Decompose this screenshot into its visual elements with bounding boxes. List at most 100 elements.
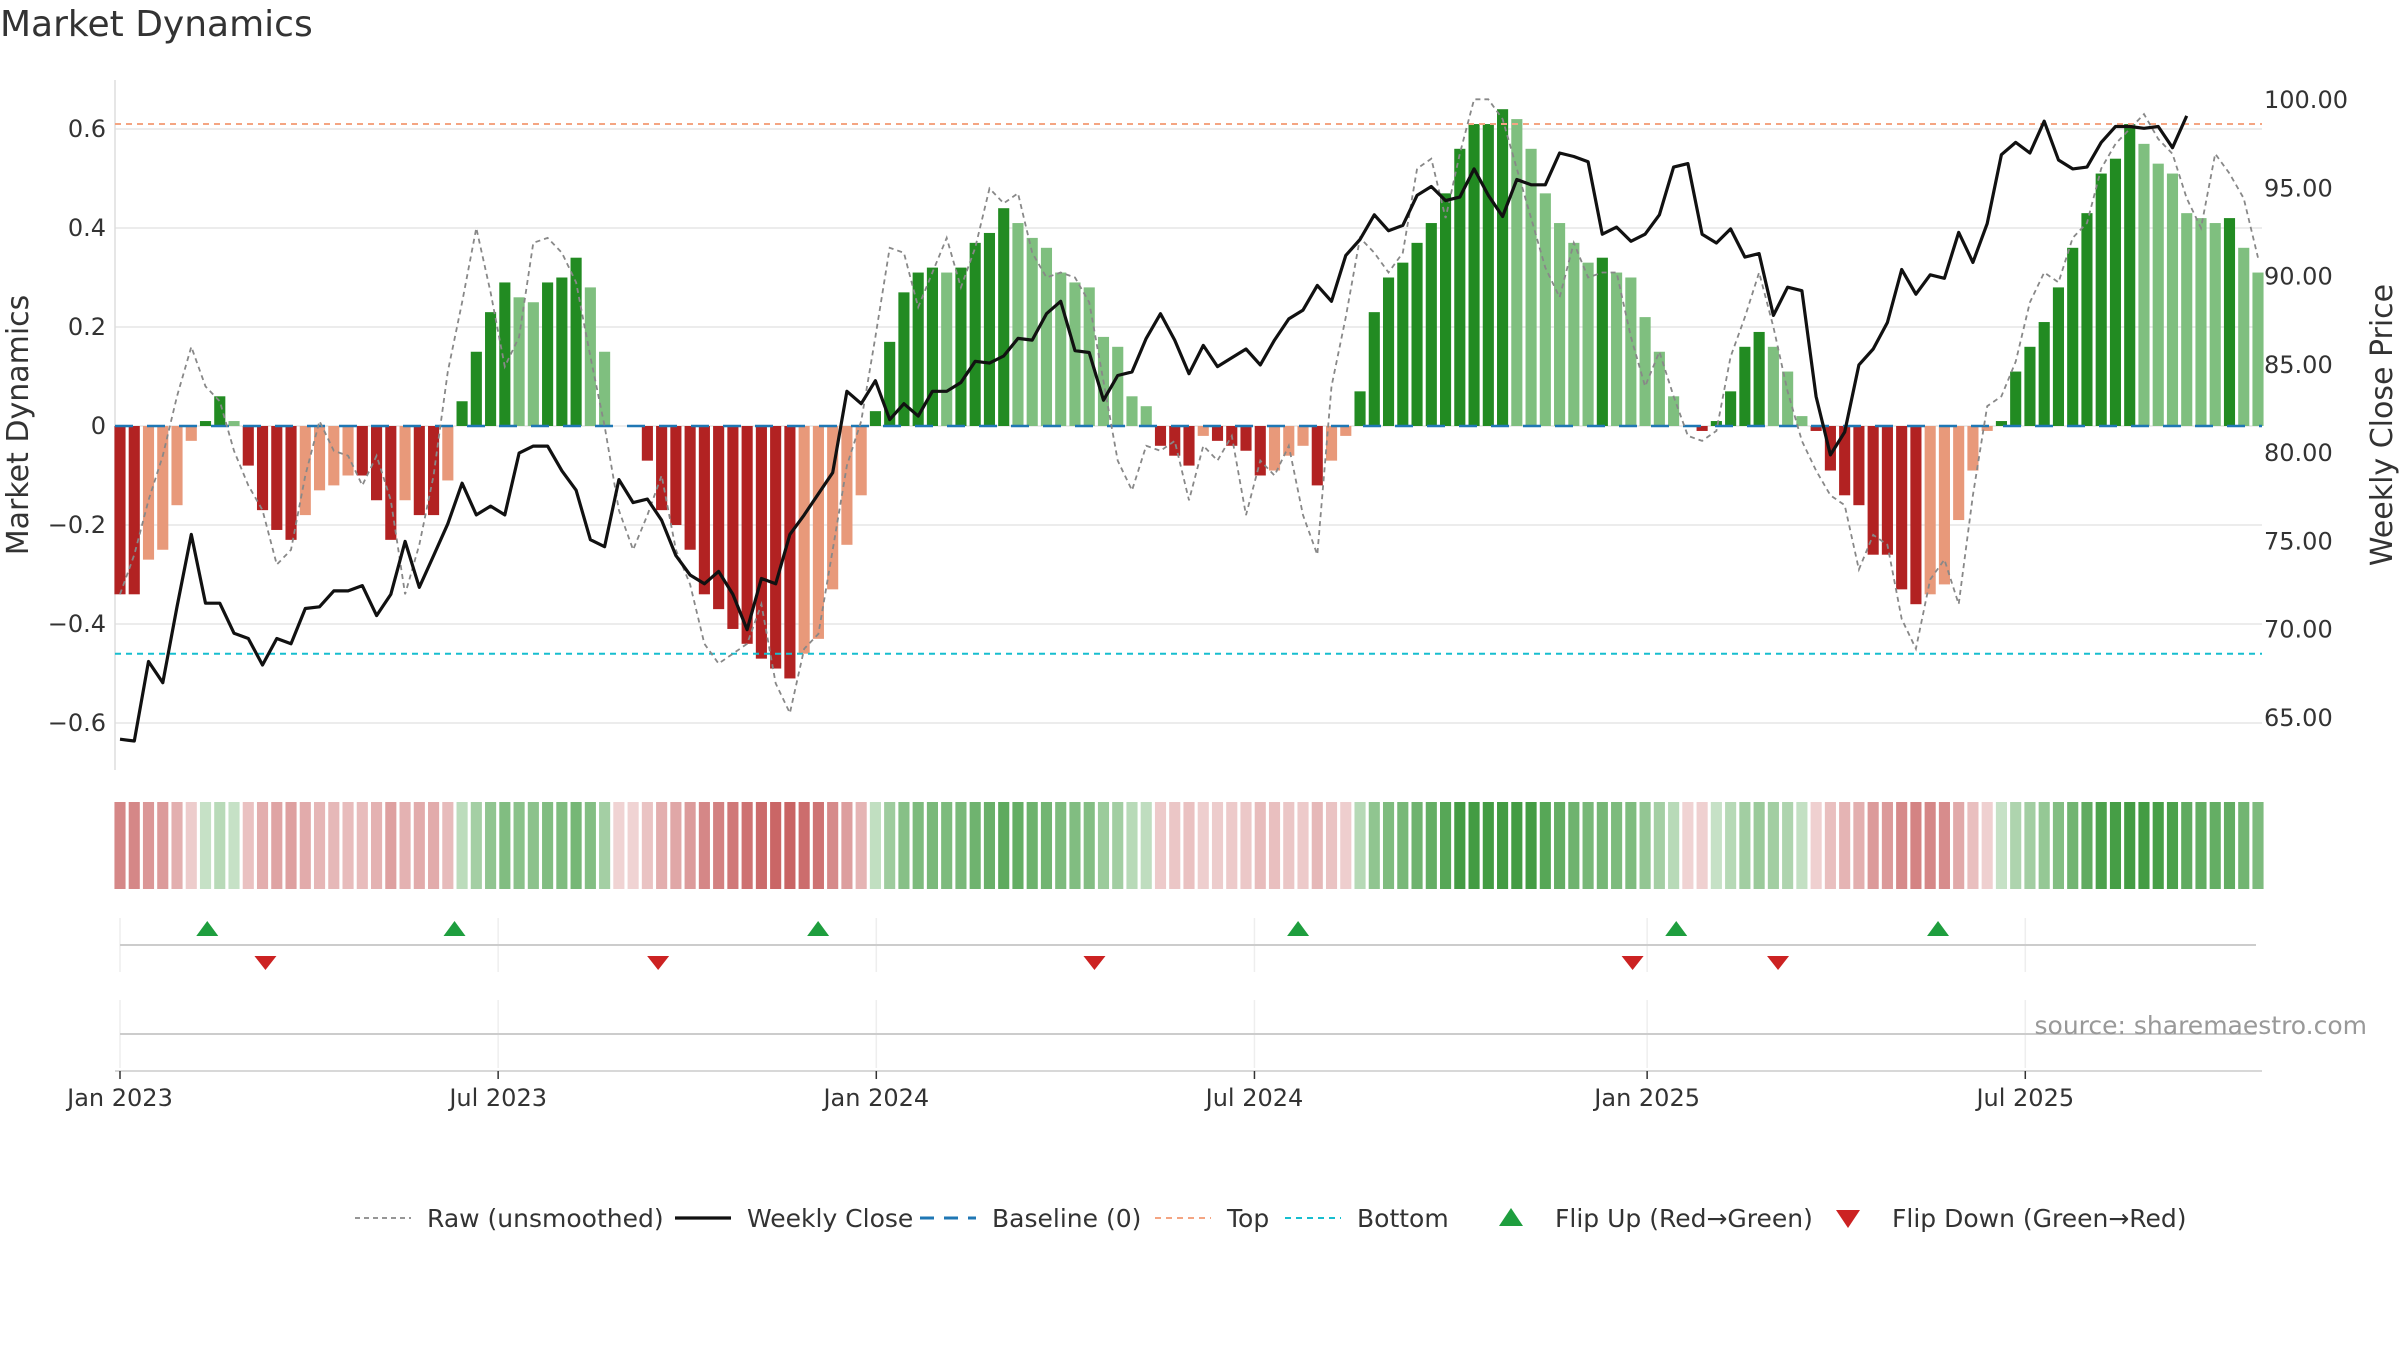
regime-cell <box>1169 802 1181 889</box>
dynamics-bar <box>1040 247 1053 426</box>
dynamics-bar <box>1140 406 1152 426</box>
dynamics-bar <box>199 421 212 426</box>
regime-cell <box>570 802 582 889</box>
regime-cell <box>641 802 653 889</box>
dynamics-bar <box>342 426 354 476</box>
regime-cell <box>1055 802 1067 889</box>
regime-cell <box>1140 802 1152 889</box>
regime-cell <box>385 802 397 889</box>
regime-cell <box>1710 802 1722 889</box>
dynamics-bar <box>1881 426 1893 555</box>
dynamics-bar <box>356 426 368 476</box>
regime-cell <box>1953 802 1965 889</box>
regime-cell <box>1069 802 1081 889</box>
regime-cell <box>1938 802 1950 889</box>
dynamics-bar <box>2052 287 2065 426</box>
dynamics-bar <box>1497 109 1509 426</box>
regime-cell <box>1026 802 1038 889</box>
flip-up-marker <box>1287 921 1310 936</box>
regime-cell <box>171 802 183 889</box>
x-tick-label: Jul 2023 <box>447 1084 547 1112</box>
regime-cell <box>1254 802 1266 889</box>
regime-cell <box>741 802 753 889</box>
dynamics-bar <box>926 267 938 426</box>
legend-swatch <box>1836 1210 1860 1228</box>
dynamics-bar <box>941 272 953 426</box>
dynamics-bar <box>1981 426 1993 431</box>
regime-cell <box>228 802 240 889</box>
dynamics-bar <box>1696 426 1708 431</box>
left-axis: 0.6 0.4 0.2 0 −0.2 −0.4 −0.6 <box>48 115 106 737</box>
regime-cell <box>1183 802 1195 889</box>
dynamics-bar <box>513 297 525 426</box>
dynamics-bar <box>599 351 611 426</box>
regime-cell <box>256 802 269 889</box>
flip-down-marker <box>1621 956 1644 970</box>
legend-label: Baseline (0) <box>992 1204 1141 1233</box>
regime-cell <box>1325 802 1338 889</box>
dynamics-bar <box>855 426 867 496</box>
regime-cell <box>2181 802 2193 889</box>
regime-cell <box>1368 802 1380 889</box>
regime-cell <box>1283 802 1295 889</box>
regime-cell <box>1653 802 1665 889</box>
regime-cell <box>456 802 468 889</box>
dynamics-bar <box>1069 282 1081 426</box>
dynamics-bar <box>570 257 582 426</box>
regime-cell <box>485 802 497 889</box>
dynamics-bar <box>185 426 197 441</box>
dynamics-bar <box>770 426 782 669</box>
dynamics-bar <box>1668 396 1680 426</box>
dynamics-bar <box>1995 421 2007 426</box>
left-tick-label: −0.6 <box>48 709 106 737</box>
regime-cell <box>1354 802 1366 889</box>
regime-cell <box>2124 802 2136 889</box>
regime-cell <box>328 802 340 889</box>
regime-cell <box>2109 802 2122 889</box>
dynamics-bar <box>1468 124 1480 427</box>
regime-cell <box>1639 802 1651 889</box>
left-axis-title: Market Dynamics <box>1 295 36 556</box>
dynamics-bar <box>727 426 739 629</box>
dynamics-bar <box>2138 143 2150 426</box>
regime-cell <box>1268 802 1281 889</box>
regime-strip <box>114 802 2264 889</box>
dynamics-bar <box>1810 426 1822 431</box>
dynamics-bar <box>969 242 981 426</box>
dynamics-bar <box>2067 247 2079 426</box>
dynamics-bar <box>313 426 326 491</box>
flip-down-marker <box>647 956 670 970</box>
x-tick-label: Jan 2023 <box>65 1084 173 1112</box>
dynamics-bar <box>499 282 511 426</box>
weekly-close-line <box>119 115 2189 743</box>
dynamics-bar <box>1026 237 1038 426</box>
dynamics-bars <box>114 109 2264 679</box>
regime-cell <box>684 802 696 889</box>
dynamics-bar <box>371 426 383 501</box>
legend-swatch <box>1499 1208 1523 1226</box>
dynamics-bar <box>798 426 810 654</box>
dynamics-bar <box>1525 148 1537 427</box>
regime-cell <box>299 802 311 889</box>
dynamics-bar <box>1511 119 1523 426</box>
dynamics-bar <box>2238 247 2250 426</box>
regime-cell <box>285 802 297 889</box>
right-tick-label: 90.00 <box>2264 263 2333 291</box>
dynamics-bar <box>1268 426 1281 471</box>
regime-cell <box>1753 802 1765 889</box>
regime-cell <box>1796 802 1808 889</box>
regime-cell <box>1382 802 1395 889</box>
dynamics-bar <box>1639 317 1651 426</box>
regime-cell <box>1154 802 1167 889</box>
regime-cell <box>1012 802 1024 889</box>
regime-cell <box>1511 802 1523 889</box>
dynamics-bar <box>470 351 482 426</box>
regime-cell <box>2252 802 2264 889</box>
dynamics-bar <box>285 426 297 540</box>
dynamics-bar <box>1725 391 1737 426</box>
dynamics-bar <box>584 287 596 426</box>
dynamics-bar <box>413 426 425 516</box>
regime-cell <box>1497 802 1509 889</box>
regime-cell <box>1126 802 1138 889</box>
